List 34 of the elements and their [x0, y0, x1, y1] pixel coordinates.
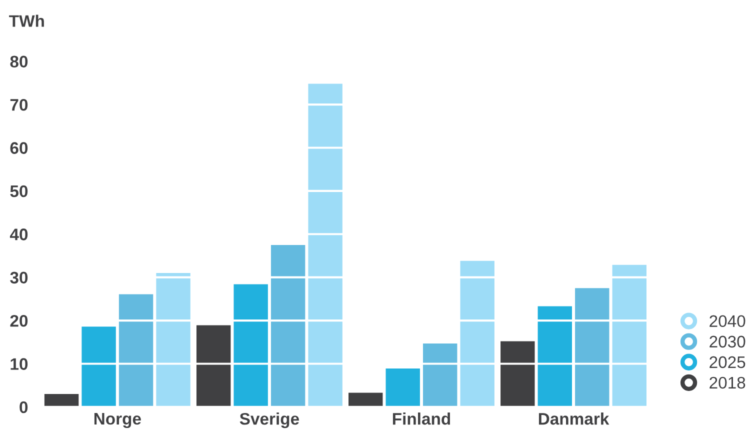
bar [44, 394, 79, 407]
y-tick-label: 0 [20, 401, 28, 414]
x-tick-label: Sverige [240, 412, 299, 428]
bar [348, 392, 383, 407]
bar [460, 260, 494, 407]
legend-label: 2030 [710, 336, 746, 348]
bar [308, 84, 342, 407]
legend-label: 2025 [710, 356, 746, 368]
bar [422, 343, 458, 407]
bar [500, 341, 535, 407]
x-tick-label: Norge [94, 413, 141, 428]
y-tick-label: 30 [10, 272, 28, 284]
x-tick-label: Danmark [538, 412, 610, 425]
bar [386, 368, 420, 407]
bar [156, 273, 190, 407]
legend-label: 2040 [710, 315, 746, 328]
x-tick-label: Finland [392, 412, 450, 425]
bar [575, 288, 610, 407]
bar [270, 244, 306, 407]
bar [82, 326, 116, 407]
y-tick-label: 50 [10, 185, 28, 198]
y-tick-label: 80 [10, 56, 28, 68]
y-tick-label: 20 [10, 314, 28, 327]
y-tick-label: 60 [10, 142, 28, 154]
y-tick-label: 10 [10, 358, 28, 370]
bar [118, 294, 154, 407]
bar [538, 306, 572, 407]
bar [234, 284, 268, 407]
y-tick-label: 70 [10, 98, 28, 111]
y-axis-title: TWh [9, 14, 44, 27]
bar [612, 264, 646, 407]
bar [196, 325, 231, 407]
y-tick-label: 40 [10, 228, 28, 240]
legend-label: 2018 [710, 376, 746, 389]
